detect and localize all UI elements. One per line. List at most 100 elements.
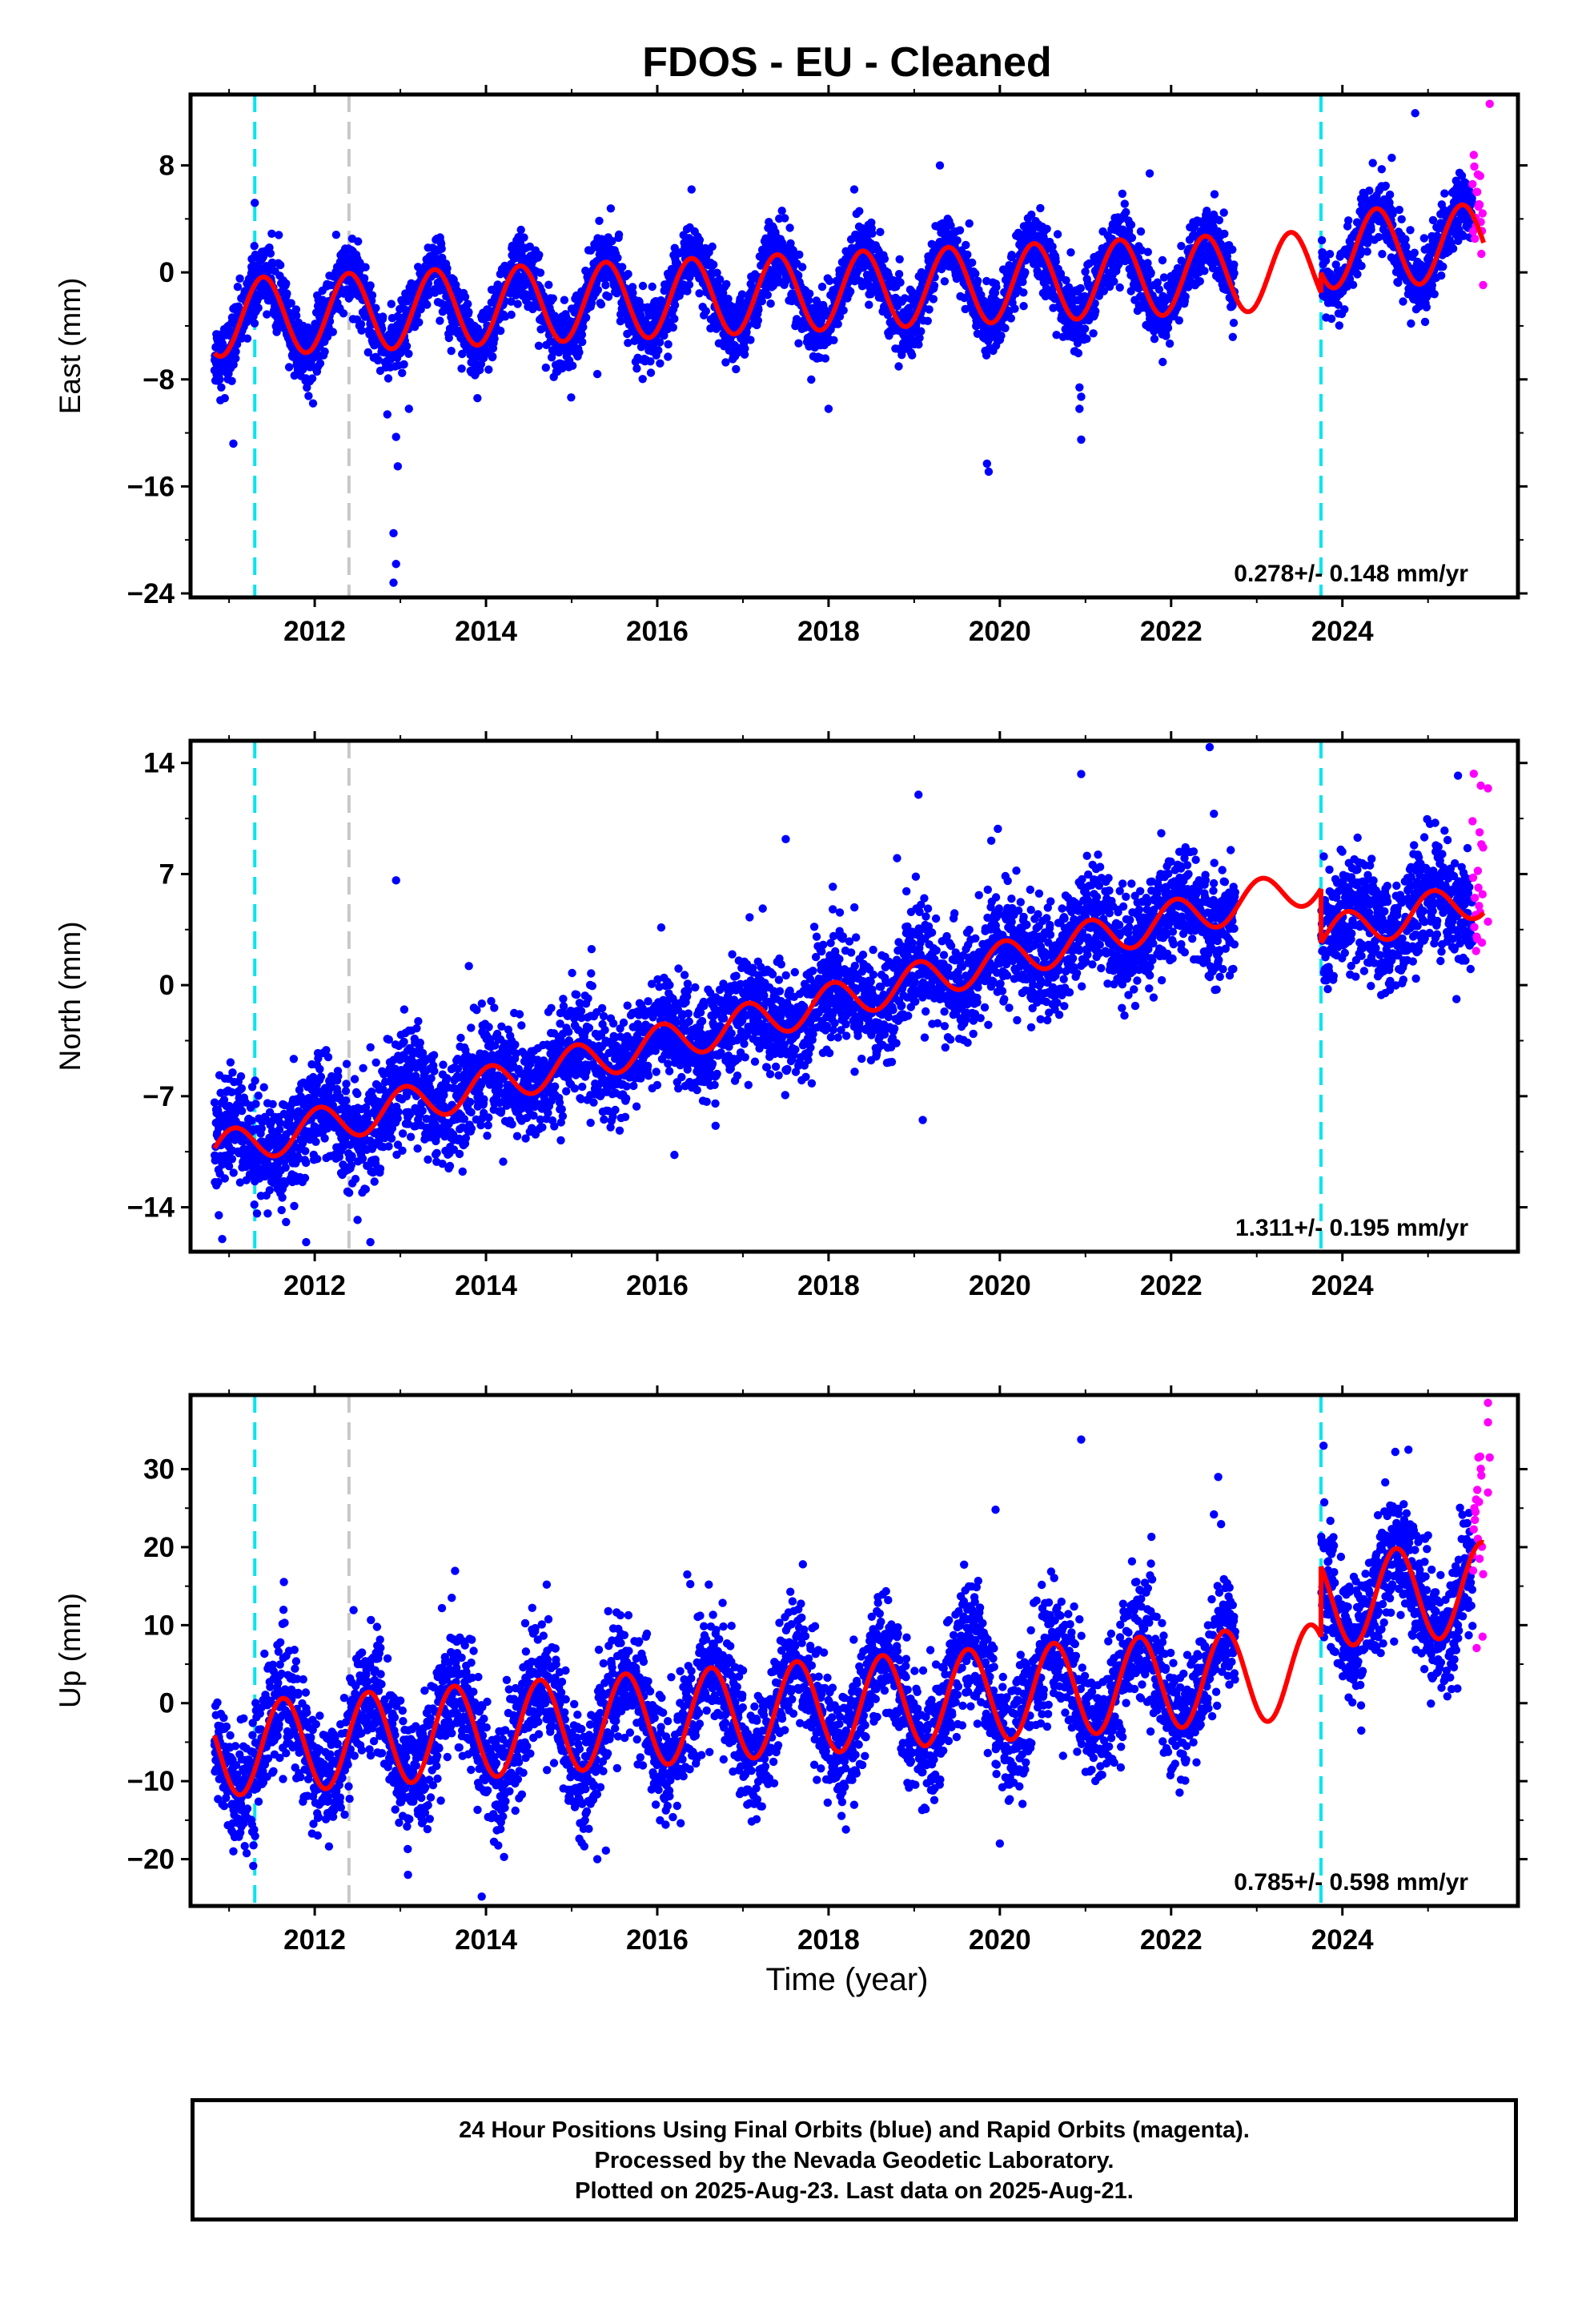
east-final-point [267,258,277,267]
east-final-point [276,260,285,270]
east-final-point [1399,297,1407,306]
east-final-point [766,299,775,308]
east-final-point [1344,216,1353,225]
east-xtick-label: 2018 [797,616,860,647]
east-final-point [724,295,733,304]
east-final-point [215,375,224,384]
east-final-point [721,358,730,367]
east-final-point [284,363,294,372]
east-final-point [363,348,372,357]
east-final-point [1122,207,1130,217]
east-final-point [1439,262,1447,271]
north-final-point [254,1092,263,1100]
east-final-point [1230,269,1239,278]
east-xtick-label: 2020 [969,616,1031,647]
east-final-point [664,340,673,349]
east-final-point [613,253,622,263]
east-final-point [1419,234,1429,243]
east-final-point [415,318,424,327]
east-rapid-point [1470,162,1479,171]
east-final-point [1317,235,1327,245]
east-final-point [795,250,804,259]
east-final-point [1407,319,1415,328]
east-final-point [516,225,525,235]
east-final-point [722,279,731,288]
east-final-point [1378,250,1387,259]
east-final-point [1228,245,1237,254]
east-outlier-point [404,404,413,413]
east-final-point [638,281,648,291]
east-final-point [825,276,834,285]
east-rapid-point [1468,179,1477,189]
east-final-point [354,237,363,246]
east-final-point [1051,257,1060,266]
east-final-point [737,290,747,299]
east-outlier-point [389,578,398,587]
east-final-point [669,323,677,332]
east-final-point [880,255,889,263]
east-final-point [839,306,848,315]
east-final-point [1353,270,1362,279]
east-final-point [534,341,544,350]
east-final-point [896,278,905,287]
east-final-point [496,326,505,336]
east-final-point [1402,242,1411,251]
east-final-point [579,323,588,332]
east-final-point [763,291,772,300]
east-final-point [231,347,240,356]
east-ytick-label: −8 [143,364,175,396]
north-final-point [263,1209,272,1218]
east-final-point [601,280,610,290]
east-rapid-point [1478,209,1488,218]
north-final-point [250,1200,259,1209]
east-final-point [628,288,637,297]
east-final-point [1081,267,1090,276]
east-final-point [464,308,473,316]
east-final-point [618,263,627,271]
east-final-point [292,312,301,320]
east-final-point [243,334,252,343]
east-final-point [1162,332,1170,340]
east-final-point [1385,190,1395,199]
east-final-point [923,316,933,325]
east-final-point [1053,230,1062,239]
east-outlier-point [935,161,945,170]
east-outlier-point [389,529,398,538]
east-final-point [606,204,616,213]
east-final-point [1219,208,1228,217]
east-final-point [437,244,446,253]
east-final-point [1440,189,1449,198]
east-xtick-label: 2022 [1140,616,1203,647]
north-final-point [237,1084,247,1093]
east-final-point [1327,314,1336,324]
east-final-point [1062,275,1070,285]
east-final-point [741,344,749,353]
east-final-point [488,352,497,361]
east-outlier-point [687,185,696,194]
east-rapid-point [1475,200,1484,209]
east-final-point [1181,292,1190,301]
east-final-point [915,333,924,343]
east-final-point [359,274,369,283]
east-final-point [1174,316,1184,325]
east-final-point [263,310,271,319]
east-y-axis-label: East (mm) [54,278,86,415]
east-final-point [275,231,283,239]
east-final-point [1177,242,1186,251]
east-final-point [1397,215,1406,223]
east-final-point [458,349,467,359]
east-final-point [520,233,528,242]
east-final-point [804,296,813,305]
east-final-point [444,333,453,343]
east-final-point [371,304,380,312]
east-final-point [1076,283,1086,293]
east-rapid-point [1473,187,1482,196]
east-outlier-point [984,467,994,476]
east-final-point [250,319,259,328]
east-final-point [282,279,291,288]
east-final-point [1143,247,1153,256]
east-final-point [267,229,276,238]
east-final-point [233,283,243,292]
east-final-point [1437,271,1446,280]
